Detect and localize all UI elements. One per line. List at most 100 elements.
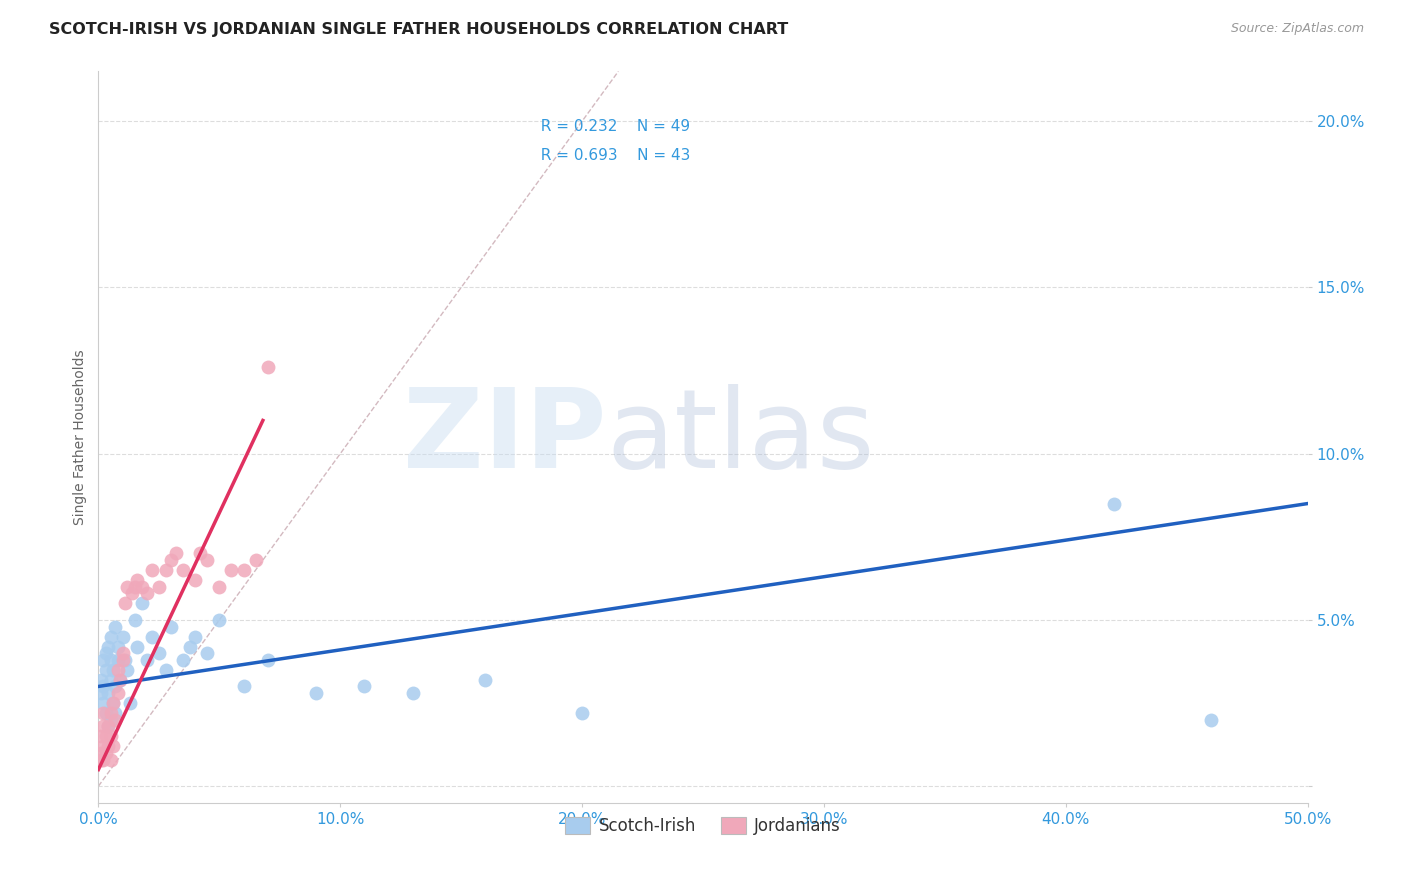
Point	[117, 580, 139, 594]
Point	[195, 646, 218, 660]
Point	[100, 729, 122, 743]
Point	[474, 673, 496, 687]
Point	[245, 553, 267, 567]
Point	[155, 663, 177, 677]
Point	[165, 546, 187, 560]
Point	[90, 686, 112, 700]
Point	[141, 630, 163, 644]
Point	[184, 630, 207, 644]
Point	[127, 640, 149, 654]
Point	[232, 563, 254, 577]
Text: SCOTCH-IRISH VS JORDANIAN SINGLE FATHER HOUSEHOLDS CORRELATION CHART: SCOTCH-IRISH VS JORDANIAN SINGLE FATHER …	[49, 22, 789, 37]
Point	[114, 653, 136, 667]
Point	[107, 686, 129, 700]
Point	[100, 653, 122, 667]
Point	[172, 563, 194, 577]
Point	[141, 563, 163, 577]
Point	[184, 573, 207, 587]
Point	[94, 646, 117, 660]
Point	[91, 753, 114, 767]
Point	[90, 753, 112, 767]
Point	[117, 663, 139, 677]
Point	[104, 706, 127, 720]
Point	[121, 586, 143, 600]
Point	[94, 706, 117, 720]
Point	[111, 646, 134, 660]
Point	[94, 663, 117, 677]
Point	[208, 613, 231, 627]
Point	[135, 653, 157, 667]
Text: R = 0.232    N = 49: R = 0.232 N = 49	[531, 119, 690, 134]
Point	[97, 640, 120, 654]
Point	[114, 596, 136, 610]
Text: atlas: atlas	[606, 384, 875, 491]
Point	[107, 640, 129, 654]
Point	[1199, 713, 1222, 727]
Point	[101, 696, 124, 710]
Point	[305, 686, 328, 700]
Y-axis label: Single Father Households: Single Father Households	[73, 350, 87, 524]
Point	[104, 619, 127, 633]
Point	[104, 713, 127, 727]
Point	[124, 580, 146, 594]
Point	[353, 680, 375, 694]
Point	[111, 630, 134, 644]
Point	[90, 729, 112, 743]
Point	[97, 686, 120, 700]
Point	[100, 753, 122, 767]
Point	[107, 653, 129, 667]
Point	[104, 680, 127, 694]
Point	[100, 630, 122, 644]
Point	[94, 746, 117, 760]
Point	[571, 706, 593, 720]
Point	[155, 563, 177, 577]
Point	[131, 596, 153, 610]
Point	[135, 586, 157, 600]
Point	[94, 729, 117, 743]
Legend: Scotch-Irish, Jordanians: Scotch-Irish, Jordanians	[558, 811, 848, 842]
Point	[221, 563, 243, 577]
Point	[101, 663, 124, 677]
Point	[127, 573, 149, 587]
Point	[101, 739, 124, 754]
Point	[97, 719, 120, 733]
Point	[208, 580, 231, 594]
Point	[232, 680, 254, 694]
Point	[91, 706, 114, 720]
Point	[160, 553, 183, 567]
Point	[91, 719, 114, 733]
Point	[91, 696, 114, 710]
Point	[124, 613, 146, 627]
Point	[97, 719, 120, 733]
Text: R = 0.693    N = 43: R = 0.693 N = 43	[531, 148, 690, 163]
Point	[91, 680, 114, 694]
Point	[111, 653, 134, 667]
Point	[148, 580, 170, 594]
Point	[100, 706, 122, 720]
Point	[100, 673, 122, 687]
Point	[118, 696, 141, 710]
Point	[100, 713, 122, 727]
Text: Source: ZipAtlas.com: Source: ZipAtlas.com	[1230, 22, 1364, 36]
Point	[179, 640, 201, 654]
Text: ZIP: ZIP	[404, 384, 606, 491]
Point	[188, 546, 211, 560]
Point	[172, 653, 194, 667]
Point	[195, 553, 218, 567]
Point	[148, 646, 170, 660]
Point	[256, 653, 278, 667]
Point	[90, 746, 112, 760]
Point	[108, 673, 131, 687]
Point	[131, 580, 153, 594]
Point	[160, 619, 183, 633]
Point	[1102, 497, 1125, 511]
Point	[402, 686, 425, 700]
Point	[256, 360, 278, 375]
Point	[101, 696, 124, 710]
Point	[108, 673, 131, 687]
Point	[91, 739, 114, 754]
Point	[107, 663, 129, 677]
Point	[90, 673, 112, 687]
Point	[97, 739, 120, 754]
Point	[91, 653, 114, 667]
